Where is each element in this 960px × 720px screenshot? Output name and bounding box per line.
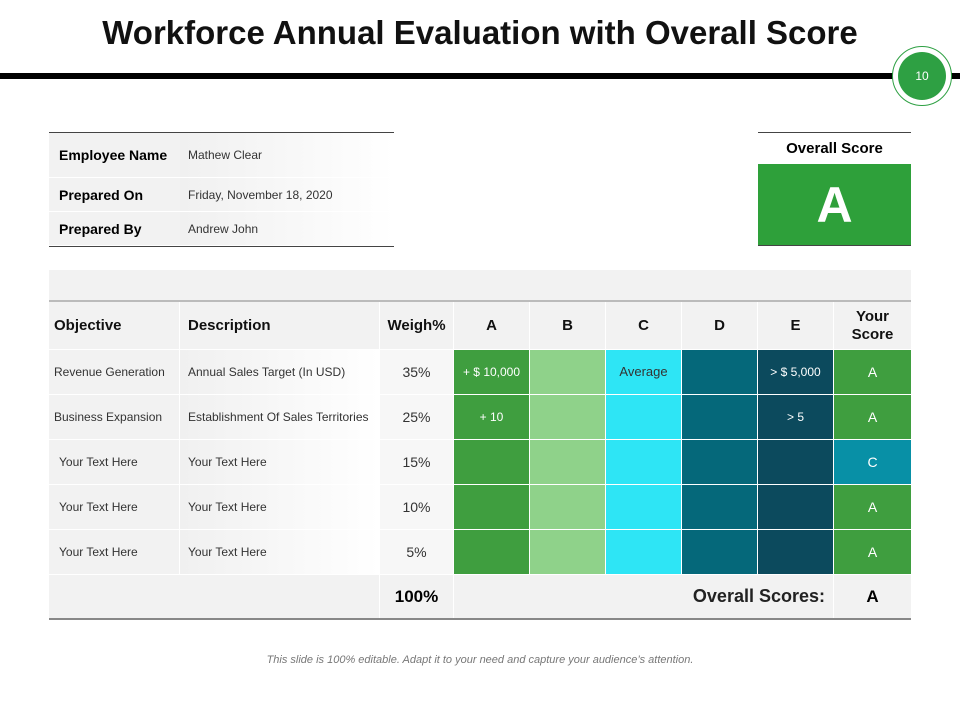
row-grade-d [682, 440, 758, 484]
row-weight: 25% [380, 395, 454, 439]
row-objective: Business Expansion [49, 395, 180, 439]
overall-score-grade: A [758, 164, 911, 245]
row-grade-e [758, 485, 834, 529]
page-number-badge: 10 [892, 46, 952, 106]
info-row-prepared-by: Prepared By Andrew John [49, 212, 394, 246]
employee-info-table: Employee Name Mathew Clear Prepared On F… [49, 132, 394, 247]
row-description: Annual Sales Target (In USD) [180, 350, 380, 394]
slide-title: Workforce Annual Evaluation with Overall… [102, 14, 858, 51]
row-grade-e: > $ 5,000 [758, 350, 834, 394]
evaluation-table: Objective Description Weigh% A B C D E Y… [49, 270, 911, 620]
row-your-score: C [834, 440, 911, 484]
table-footer-row: 100% Overall Scores: A [49, 575, 911, 620]
header-weight: Weigh% [380, 302, 454, 349]
row-grade-d [682, 350, 758, 394]
row-objective: Your Text Here [49, 485, 180, 529]
row-grade-c [606, 530, 682, 574]
header-objective: Objective [49, 302, 180, 349]
row-grade-c [606, 440, 682, 484]
table-top-band [49, 270, 911, 302]
row-grade-b [530, 350, 606, 394]
row-grade-d [682, 395, 758, 439]
row-description: Your Text Here [180, 440, 380, 484]
row-grade-d [682, 530, 758, 574]
row-grade-e [758, 440, 834, 484]
row-grade-d [682, 485, 758, 529]
info-label: Employee Name [49, 133, 180, 177]
header-description: Description [180, 302, 380, 349]
header-grade-b: B [530, 302, 606, 349]
row-description: Establishment Of Sales Territories [180, 395, 380, 439]
row-grade-a [454, 440, 530, 484]
row-weight: 35% [380, 350, 454, 394]
row-grade-a [454, 485, 530, 529]
title-divider [0, 73, 960, 79]
row-grade-a: + $ 10,000 [454, 350, 530, 394]
row-grade-b [530, 485, 606, 529]
header-your-score: Your Score [834, 302, 911, 349]
page-number: 10 [898, 52, 946, 100]
row-description: Your Text Here [180, 485, 380, 529]
header-grade-e: E [758, 302, 834, 349]
row-your-score: A [834, 530, 911, 574]
overall-score-box: Overall Score A [758, 132, 911, 246]
row-objective: Your Text Here [49, 530, 180, 574]
row-description: Your Text Here [180, 530, 380, 574]
row-weight: 15% [380, 440, 454, 484]
table-row: Business Expansion Establishment Of Sale… [49, 395, 911, 440]
header-grade-a: A [454, 302, 530, 349]
row-grade-a: + 10 [454, 395, 530, 439]
row-weight: 5% [380, 530, 454, 574]
table-header-row: Objective Description Weigh% A B C D E Y… [49, 302, 911, 350]
row-grade-b [530, 440, 606, 484]
row-grade-e [758, 530, 834, 574]
row-objective: Your Text Here [49, 440, 180, 484]
weight-total: 100% [380, 575, 454, 618]
row-grade-b [530, 530, 606, 574]
row-grade-b [530, 395, 606, 439]
row-grade-c [606, 395, 682, 439]
info-value: Friday, November 18, 2020 [180, 178, 394, 211]
info-row-prepared-on: Prepared On Friday, November 18, 2020 [49, 178, 394, 212]
row-weight: 10% [380, 485, 454, 529]
row-grade-c: Average [606, 350, 682, 394]
overall-scores-label: Overall Scores: [454, 575, 834, 618]
row-your-score: A [834, 485, 911, 529]
row-grade-c [606, 485, 682, 529]
table-row: Revenue Generation Annual Sales Target (… [49, 350, 911, 395]
table-row: Your Text Here Your Text Here 5% A [49, 530, 911, 575]
table-row: Your Text Here Your Text Here 15% C [49, 440, 911, 485]
info-value: Andrew John [180, 212, 394, 245]
row-grade-e: > 5 [758, 395, 834, 439]
row-grade-a [454, 530, 530, 574]
info-label: Prepared On [49, 178, 180, 211]
row-your-score: A [834, 395, 911, 439]
header-grade-d: D [682, 302, 758, 349]
overall-scores-grade: A [866, 586, 879, 606]
info-row-employee: Employee Name Mathew Clear [49, 133, 394, 178]
header-grade-c: C [606, 302, 682, 349]
info-value: Mathew Clear [180, 133, 394, 177]
table-row: Your Text Here Your Text Here 10% A [49, 485, 911, 530]
footer-blank [49, 575, 380, 618]
row-your-score: A [834, 350, 911, 394]
info-label: Prepared By [49, 212, 180, 245]
overall-score-label: Overall Score [786, 140, 883, 157]
row-objective: Revenue Generation [49, 350, 180, 394]
footer-note: This slide is 100% editable. Adapt it to… [266, 654, 694, 666]
